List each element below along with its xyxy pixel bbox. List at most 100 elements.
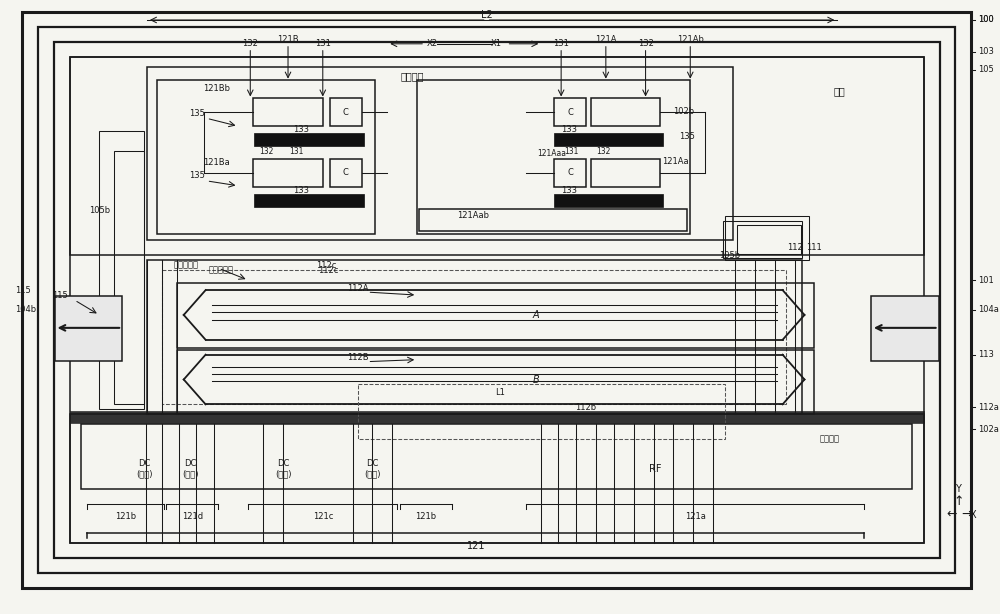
Bar (723, 220, 802, 258)
Bar (55, 296, 122, 360)
Bar (330, 98, 362, 126)
Text: 102b: 102b (673, 107, 694, 116)
Text: ←: ← (946, 508, 957, 521)
Text: 132: 132 (597, 147, 611, 155)
Bar (554, 194, 663, 207)
Text: C: C (343, 108, 349, 117)
Bar (70, 414, 924, 543)
Bar (725, 216, 809, 260)
Bar (114, 151, 144, 405)
Text: X1: X1 (491, 39, 502, 49)
Text: X: X (970, 510, 977, 519)
Text: DC
(偏置): DC (偏置) (364, 459, 381, 478)
Bar (70, 411, 924, 423)
Text: 121d: 121d (182, 512, 203, 521)
Text: 111: 111 (807, 243, 822, 252)
Text: L1: L1 (495, 388, 505, 397)
Text: 112B: 112B (347, 353, 368, 362)
Bar (162, 270, 786, 405)
Bar (253, 98, 323, 126)
Bar (554, 98, 586, 126)
Bar (38, 27, 955, 573)
Text: 121Aaa: 121Aaa (537, 149, 566, 158)
Bar (70, 56, 924, 255)
Text: 104b: 104b (15, 306, 36, 314)
Text: 131: 131 (553, 39, 569, 49)
Bar (417, 80, 690, 233)
Text: C: C (567, 108, 573, 117)
Bar (81, 424, 912, 489)
Text: RF: RF (649, 464, 662, 474)
Bar (54, 42, 940, 558)
Text: 121: 121 (466, 542, 485, 551)
Text: X2: X2 (427, 39, 438, 49)
Text: Y: Y (955, 484, 961, 494)
Text: →: → (961, 508, 972, 521)
Text: 121b: 121b (115, 512, 136, 521)
Bar (147, 67, 733, 241)
Text: 105b: 105b (719, 251, 741, 260)
Bar (358, 384, 725, 439)
Text: 载体: 载体 (833, 87, 845, 96)
Text: 133: 133 (293, 125, 309, 134)
Text: 终端基板: 终端基板 (400, 72, 424, 82)
Text: 121A: 121A (595, 36, 617, 44)
Text: 135: 135 (679, 131, 695, 141)
Bar (591, 98, 660, 126)
Text: 112c: 112c (318, 266, 338, 274)
Bar (591, 159, 660, 187)
Text: 102a: 102a (978, 425, 999, 433)
Text: 100: 100 (978, 15, 994, 25)
Text: 113: 113 (978, 350, 994, 359)
Text: 121b: 121b (416, 512, 437, 521)
Text: 112c: 112c (316, 261, 336, 270)
Text: 105: 105 (978, 65, 994, 74)
Text: 121B: 121B (277, 36, 299, 44)
Text: 135: 135 (189, 171, 205, 181)
Text: A: A (533, 310, 540, 320)
Text: 131: 131 (315, 39, 331, 49)
Bar (177, 350, 814, 414)
Bar (70, 56, 924, 543)
Bar (147, 260, 802, 414)
Text: 112: 112 (787, 243, 802, 252)
Text: DC
(相位): DC (相位) (182, 459, 199, 478)
Text: 115: 115 (52, 290, 67, 300)
Text: 103: 103 (978, 47, 994, 56)
Text: DC
(偏置): DC (偏置) (136, 459, 152, 478)
Bar (253, 159, 323, 187)
Text: 133: 133 (561, 186, 577, 195)
Text: 121a: 121a (685, 512, 706, 521)
Text: C: C (567, 168, 573, 177)
Bar (737, 225, 801, 254)
Bar (554, 133, 663, 146)
Text: 调制器芯片: 调制器芯片 (174, 261, 199, 270)
Text: 115: 115 (15, 286, 31, 295)
Text: 121Ba: 121Ba (203, 158, 230, 168)
Text: L2: L2 (481, 10, 493, 20)
Bar (254, 194, 364, 207)
Text: 100: 100 (978, 15, 994, 25)
Text: 133: 133 (293, 186, 309, 195)
Bar (177, 283, 814, 348)
Text: 135: 135 (189, 109, 205, 118)
Text: ↑: ↑ (953, 495, 964, 508)
Text: 132: 132 (638, 39, 654, 49)
Text: C: C (343, 168, 349, 177)
Text: 131: 131 (564, 147, 578, 155)
Text: 132: 132 (259, 147, 273, 155)
Text: 112b: 112b (575, 403, 597, 412)
Text: 131: 131 (289, 147, 303, 155)
Text: 112A: 112A (347, 284, 368, 293)
Text: 调制器芯片: 调制器芯片 (209, 266, 234, 274)
Bar (254, 133, 364, 146)
Text: 121Bb: 121Bb (203, 84, 230, 93)
Bar (419, 209, 687, 230)
Bar (330, 159, 362, 187)
Text: 121Ab: 121Ab (677, 36, 704, 44)
Text: 中继基板: 中继基板 (819, 435, 839, 443)
Text: 121c: 121c (313, 512, 333, 521)
Text: 121Aab: 121Aab (457, 211, 489, 220)
Text: DC
(相位): DC (相位) (275, 459, 291, 478)
Bar (871, 296, 939, 360)
